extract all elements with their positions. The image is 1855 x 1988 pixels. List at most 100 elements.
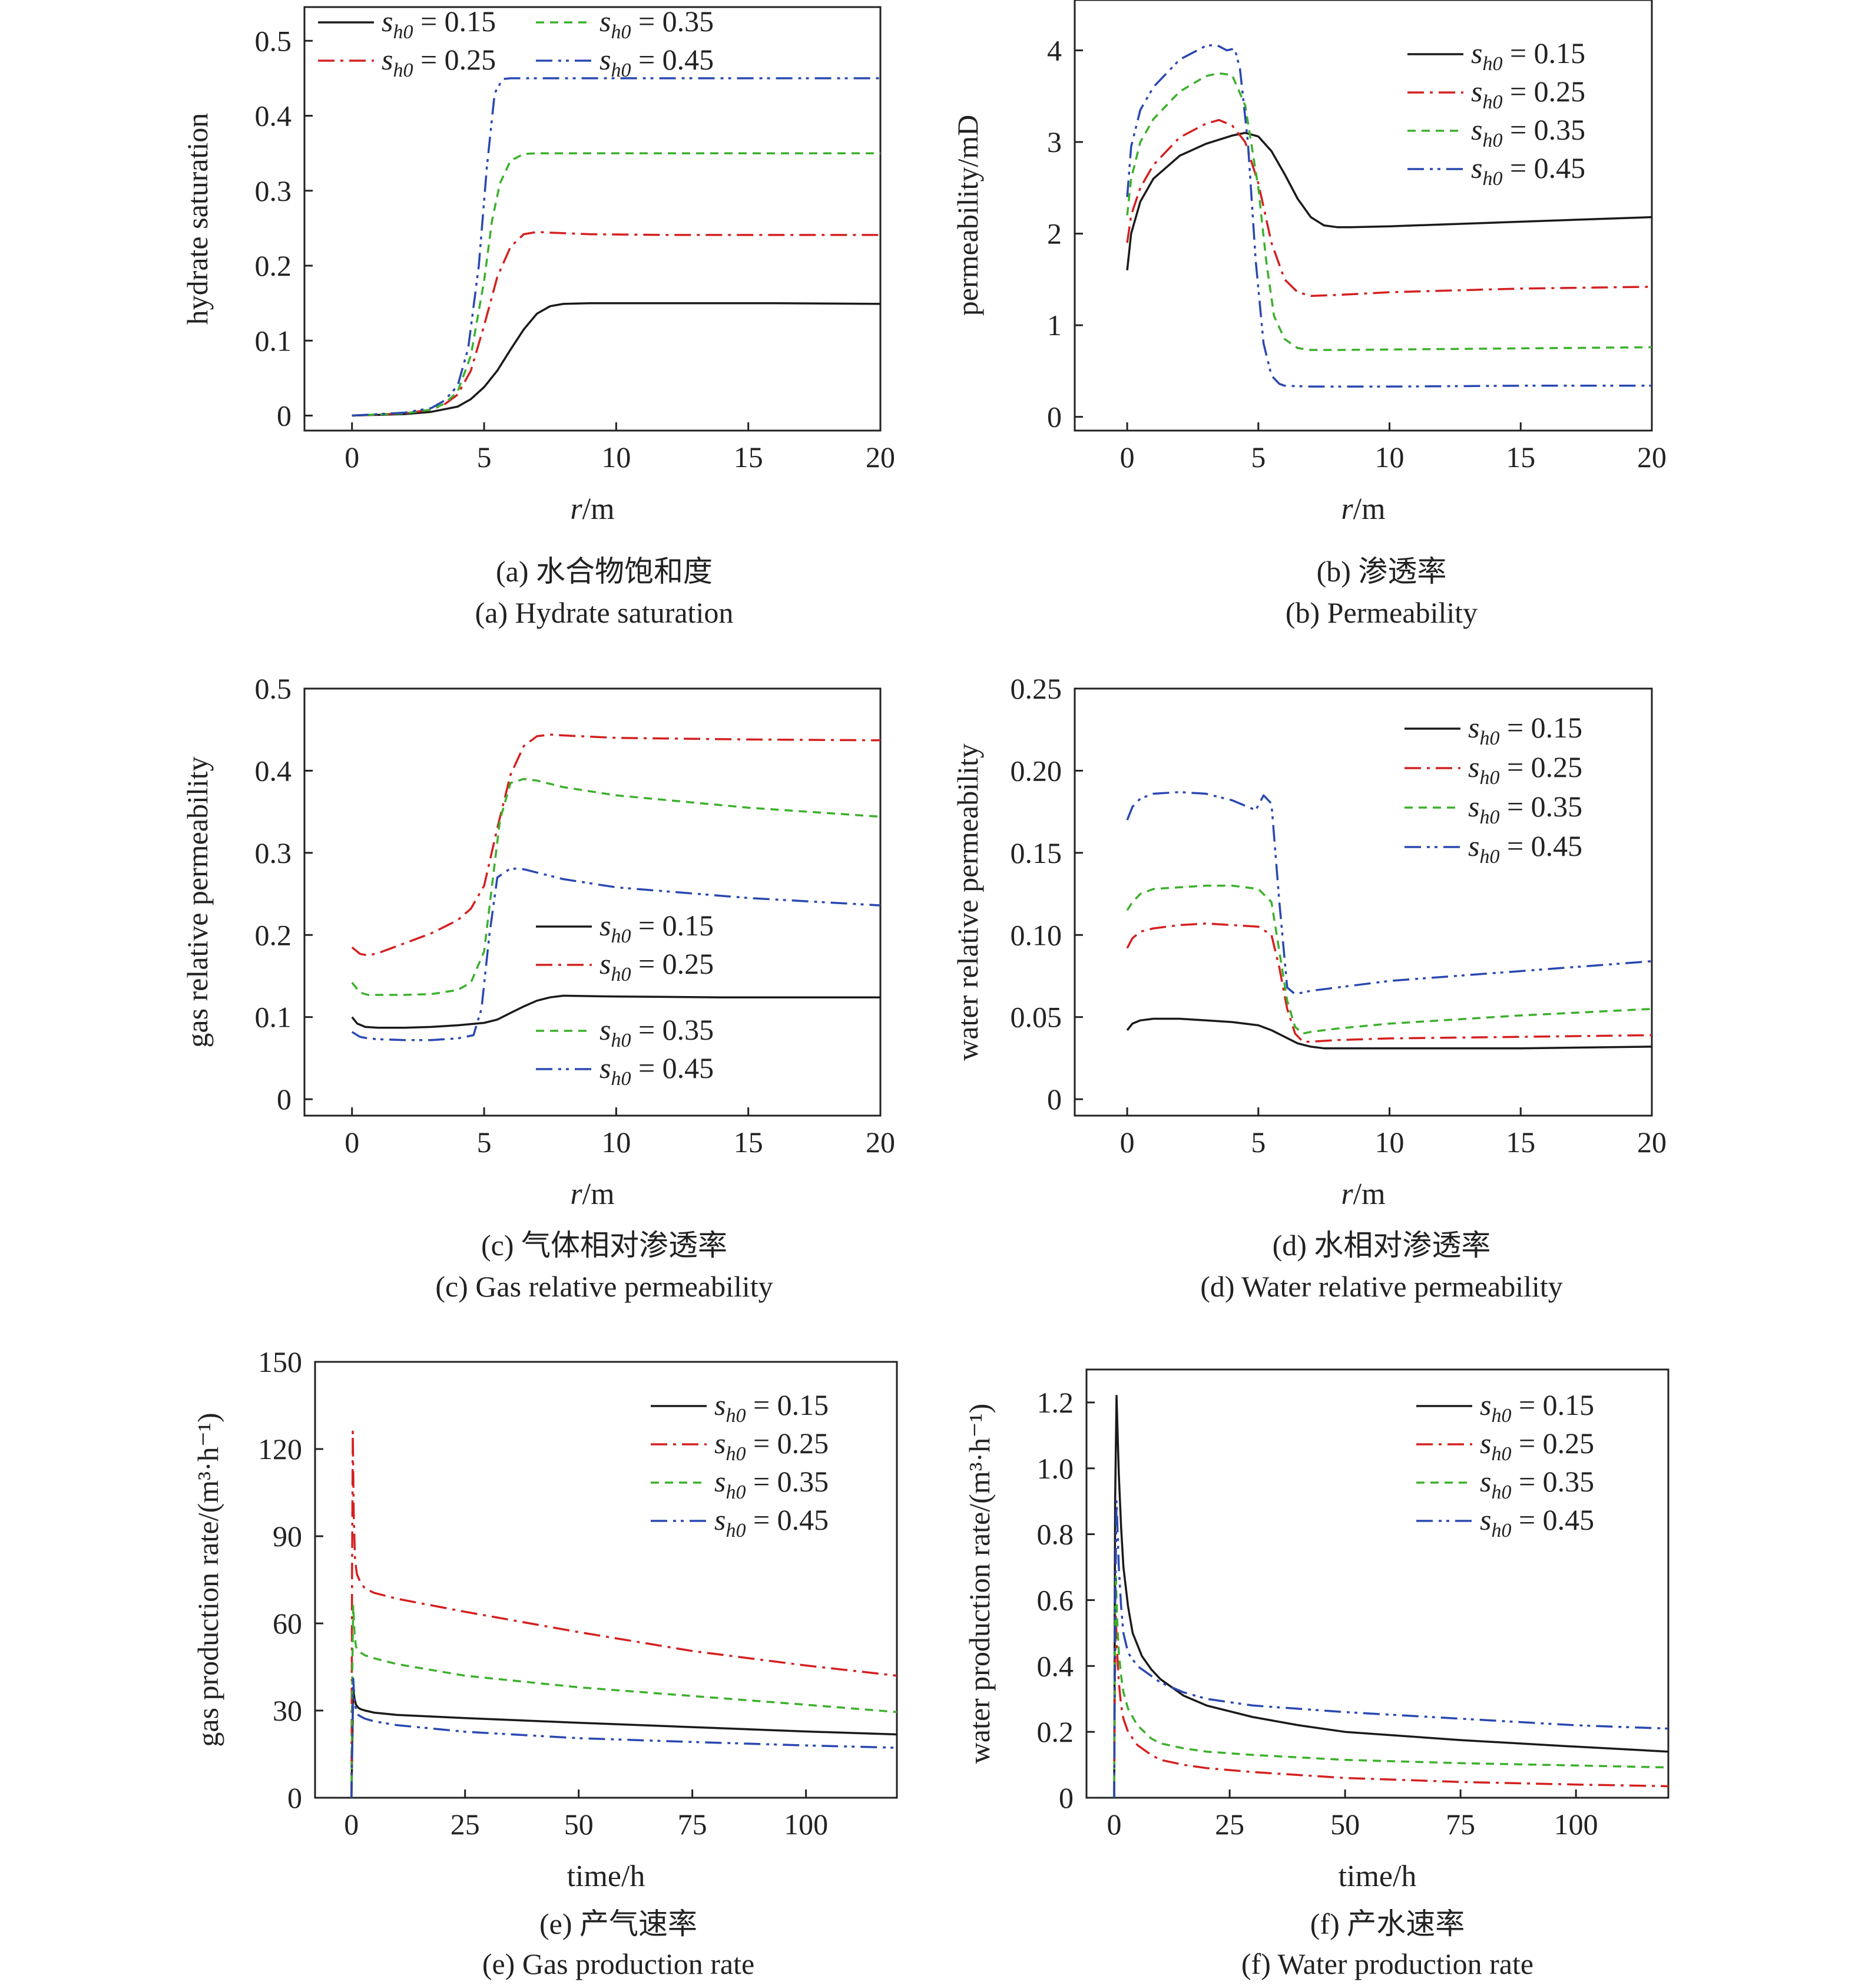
- legend-entry-e-2: sh0 = 0.25: [651, 1427, 829, 1465]
- x-tick-label-d: 5: [1251, 1126, 1266, 1159]
- y-tick-label-f: 0.8: [1037, 1518, 1074, 1551]
- y-tick-label-d: 0.25: [1011, 672, 1062, 705]
- y-axis-label-c: gas relative permeability: [181, 756, 214, 1047]
- legend-entry-d-1: sh0 = 0.15: [1404, 711, 1582, 749]
- series-line-e-2: [350, 1430, 897, 1798]
- legend-label: sh0 = 0.15: [599, 909, 714, 947]
- legend-label: sh0 = 0.45: [1480, 1503, 1594, 1542]
- legend-label: sh0 = 0.15: [1480, 1388, 1594, 1427]
- legend-entry-b-3: sh0 = 0.35: [1407, 113, 1585, 151]
- legend-entry-c-1: sh0 = 0.15: [536, 909, 714, 947]
- y-tick-label-b: 3: [1047, 125, 1062, 158]
- y-tick-label-a: 0.5: [255, 24, 292, 57]
- y-tick-label-c: 0: [277, 1083, 292, 1116]
- chart-b: 0 5 10 15 20 0 1 2 3 4 r/m permeability/mD sh0 = 0.1…: [951, 0, 1667, 526]
- y-tick-label-a: 0.1: [255, 324, 292, 357]
- legend-label: sh0 = 0.35: [1468, 790, 1582, 828]
- chart-d: 0 5 10 15 20 0 0.05 0.10 0.15 0.20 0.25 r/m water re…: [951, 672, 1667, 1211]
- y-axis-label-b: permeability/mD: [951, 115, 984, 316]
- series-line-e-3: [350, 1605, 897, 1798]
- series-line-a-2: [352, 231, 880, 417]
- y-tick-label-b: 1: [1047, 309, 1062, 342]
- y-axis-label-a: hydrate saturation: [181, 113, 214, 325]
- legend-label: sh0 = 0.45: [1471, 151, 1585, 190]
- y-tick-label-c: 0.4: [255, 754, 292, 787]
- x-tick-label-c: 5: [477, 1126, 492, 1159]
- chart-a: 0 5 10 15 20 0 0.1 0.2 0.3 0.4 0.5 r/m hydrate satur…: [181, 5, 895, 526]
- y-tick-label-a: 0.4: [255, 100, 292, 133]
- legend-label: sh0 = 0.35: [1471, 113, 1585, 151]
- x-axis-label-a: r/m: [570, 492, 614, 526]
- plot-frame-e: [314, 1361, 898, 1799]
- y-axis-label-e: gas production rate/(m³·h⁻¹): [191, 1413, 224, 1746]
- x-tick-label-f: 50: [1330, 1808, 1360, 1841]
- y-tick-label-e: 30: [273, 1694, 302, 1727]
- x-tick-label-c: 10: [601, 1126, 631, 1159]
- x-tick-label-c: 15: [734, 1126, 763, 1159]
- y-tick-label-c: 0.1: [255, 1001, 292, 1034]
- y-tick-label-f: 0.2: [1037, 1715, 1074, 1748]
- y-axis-label-f: water production rate/(m³·h⁻¹): [963, 1404, 996, 1764]
- x-tick-label-e: 75: [678, 1808, 707, 1841]
- y-tick-label-d: 0.05: [1011, 1001, 1062, 1034]
- plot-frame-c: [303, 687, 882, 1117]
- series-line-c-1: [351, 994, 880, 1029]
- legend-entry-a-4: sh0 = 0.45: [536, 43, 714, 81]
- legend-entry-e-1: sh0 = 0.15: [651, 1388, 829, 1427]
- legend-entry-f-2: sh0 = 0.25: [1416, 1427, 1594, 1465]
- x-tick-label-a: 15: [734, 441, 763, 474]
- x-axis-label-b: r/m: [1341, 492, 1385, 526]
- legend-entry-b-1: sh0 = 0.15: [1407, 37, 1585, 75]
- legend-entry-c-4: sh0 = 0.45: [536, 1051, 714, 1090]
- caption-b-cn: (b) 渗透率: [1316, 555, 1447, 588]
- y-tick-label-f: 1.0: [1037, 1452, 1074, 1485]
- caption-d-en: (d) Water relative permeability: [1200, 1270, 1563, 1303]
- caption-f-en: (f) Water production rate: [1241, 1947, 1534, 1980]
- legend-label: sh0 = 0.45: [714, 1503, 829, 1542]
- legend-label: sh0 = 0.35: [599, 5, 714, 43]
- legend-entry-d-3: sh0 = 0.35: [1404, 790, 1582, 828]
- legend-label: sh0 = 0.45: [1468, 829, 1582, 868]
- caption-e-cn: (e) 产气速率: [539, 1907, 697, 1940]
- series-line-b-4: [1126, 44, 1652, 388]
- series-line-c-3: [351, 778, 880, 996]
- y-tick-label-f: 0.4: [1037, 1649, 1074, 1682]
- plot-frame-a: [303, 6, 882, 432]
- x-tick-label-b: 20: [1637, 441, 1667, 474]
- y-tick-label-d: 0: [1047, 1083, 1062, 1116]
- legend-entry-c-3: sh0 = 0.35: [536, 1013, 714, 1051]
- y-tick-label-e: 150: [258, 1345, 302, 1378]
- x-tick-label-e: 100: [784, 1808, 828, 1841]
- series-line-d-3: [1126, 884, 1652, 1035]
- x-tick-label-b: 15: [1506, 441, 1535, 474]
- legend-entry-f-4: sh0 = 0.45: [1416, 1503, 1594, 1542]
- caption-e-en: (e) Gas production rate: [482, 1947, 755, 1980]
- x-tick-label-c: 20: [866, 1126, 895, 1159]
- x-tick-label-d: 0: [1120, 1126, 1135, 1159]
- caption-b-en: (b) Permeability: [1285, 596, 1478, 629]
- x-tick-label-a: 10: [601, 441, 631, 474]
- y-tick-label-a: 0.2: [255, 249, 292, 282]
- caption-f-cn: (f) 产水速率: [1310, 1907, 1465, 1940]
- legend-entry-d-4: sh0 = 0.45: [1404, 829, 1582, 868]
- x-tick-label-d: 20: [1637, 1126, 1667, 1159]
- y-tick-label-b: 4: [1047, 34, 1062, 67]
- x-axis-label-f: time/h: [1339, 1860, 1417, 1893]
- series-line-b-2: [1126, 118, 1652, 297]
- x-tick-label-f: 0: [1107, 1808, 1122, 1841]
- series-line-d-4: [1126, 790, 1652, 995]
- legend-label: sh0 = 0.25: [1471, 75, 1585, 113]
- legend-entry-f-3: sh0 = 0.35: [1416, 1465, 1594, 1503]
- y-tick-label-e: 60: [273, 1607, 302, 1640]
- series-line-d-1: [1126, 1017, 1652, 1050]
- y-tick-label-d: 0.10: [1011, 918, 1062, 951]
- y-tick-label-b: 2: [1047, 217, 1062, 250]
- x-tick-label-c: 0: [344, 1126, 359, 1159]
- series-line-f-1: [1113, 1394, 1668, 1798]
- y-tick-label-c: 0.3: [255, 836, 292, 869]
- series-line-a-4: [352, 77, 880, 417]
- x-tick-label-d: 10: [1375, 1126, 1404, 1159]
- legend-entry-d-2: sh0 = 0.25: [1404, 750, 1582, 789]
- caption-c-cn: (c) 气体相对渗透率: [481, 1229, 727, 1262]
- y-tick-label-d: 0.20: [1011, 754, 1062, 787]
